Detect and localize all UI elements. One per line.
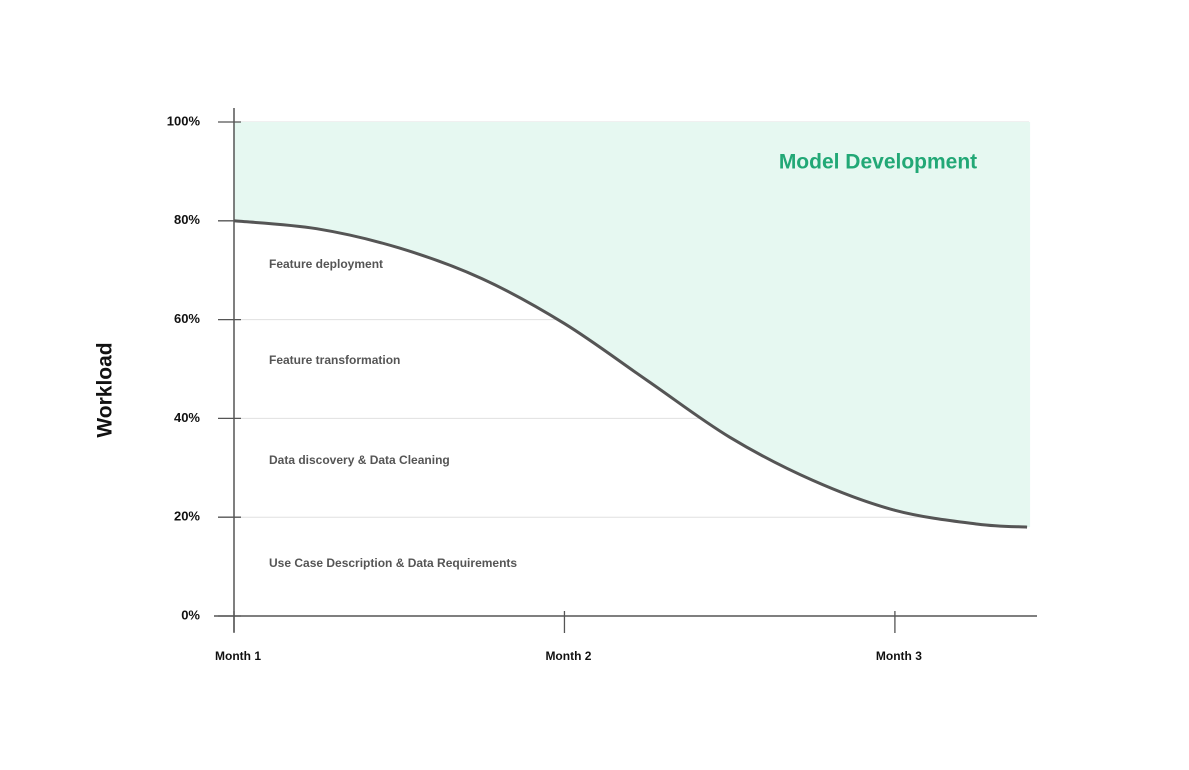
y-tick-label: 20%	[174, 509, 200, 524]
y-tick-label: 40%	[174, 410, 200, 425]
area-label: Model Development	[779, 151, 977, 174]
y-tick-label: 60%	[174, 311, 200, 326]
y-tick-label: 0%	[181, 607, 200, 622]
y-tick-label: 80%	[174, 212, 200, 227]
region-label: Use Case Description & Data Requirements	[269, 556, 517, 570]
y-axis-label: Workload	[94, 342, 117, 437]
region-label: Feature deployment	[269, 257, 383, 271]
x-tick-label: Month 3	[876, 649, 922, 663]
y-tick-label: 100%	[167, 113, 201, 128]
x-tick-label: Month 2	[545, 649, 591, 663]
x-tick-label: Month 1	[215, 649, 261, 663]
region-label: Data discovery & Data Cleaning	[269, 453, 450, 467]
region-label: Feature transformation	[269, 353, 400, 367]
area	[234, 122, 1031, 528]
line	[233, 219, 1028, 529]
